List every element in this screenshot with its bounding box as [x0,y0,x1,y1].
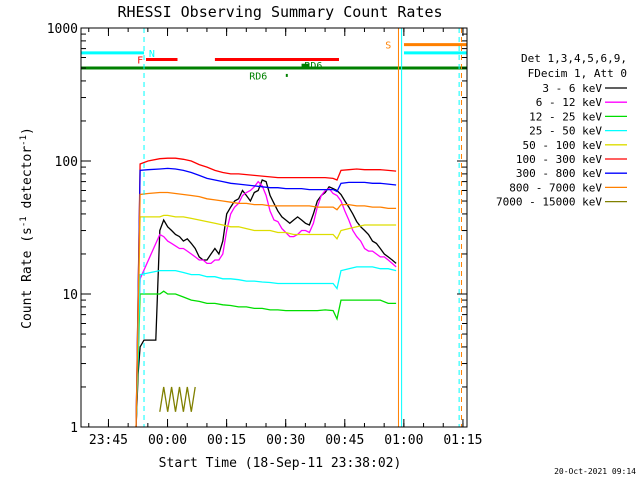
legend-header-line-2: FDecim 1, Att 0 [528,67,627,80]
y-tick-label-1: 10 [62,288,78,303]
vertical-markers-group [143,28,462,427]
state-bars-group: NFRD6RD6S [81,41,467,82]
legend-label-1: 6 - 12 keV [536,96,603,109]
legend-label-3: 25 - 50 keV [529,125,602,138]
y-tick-label-3: 1000 [47,22,78,37]
legend-label-0: 3 - 6 keV [542,82,602,95]
y-axis-label-part-1: Count Rate (s [20,227,35,329]
y-axis-label-sup-2: -1 [19,135,29,146]
chart-title: RHESSI Observing Summary Count Rates [117,3,442,21]
series-line-4 [135,214,397,428]
x-tick-label-2: 00:15 [207,433,246,448]
legend-label-2: 12 - 25 keV [529,110,602,123]
series-line-8 [159,386,196,412]
data-series-group [135,157,397,428]
series-line-3 [135,266,397,428]
state-bar-label-0: N [149,49,155,60]
y-tick-label-0: 1 [70,421,78,436]
y-axis-label-sup-1: -1 [19,216,29,227]
legend-label-6: 300 - 800 keV [516,167,602,180]
series-line-0 [135,179,397,428]
timestamp: 20-Oct-2021 09:14 [554,467,636,476]
state-bar-label-1: F [137,55,143,66]
x-tick-label-5: 01:00 [384,433,423,448]
x-tick-label-1: 00:00 [148,433,187,448]
x-tick-label-6: 01:15 [443,433,482,448]
x-axis-label: Start Time (18-Sep-11 23:38:02) [159,456,402,471]
series-line-5 [135,157,397,428]
y-axis-label: Count Rate (s-1 detector-1) [19,127,35,329]
x-tick-label-3: 00:30 [266,433,305,448]
x-tick-label-0: 23:45 [89,433,128,448]
plot-frame [80,27,468,428]
state-bar-label-2: RD6 [249,71,267,82]
series-line-7 [135,191,397,428]
legend-header-line-1: Det 1,3,4,5,6,9, [521,52,627,65]
y-axis-label-part-2: detector [20,146,35,217]
series-line-1 [135,180,397,428]
state-bar-label-4: S [385,41,391,52]
series-line-2 [135,290,397,428]
legend-label-7: 800 - 7000 keV [509,181,602,194]
x-axis-ticks: 23:45 00:00 00:15 00:30 00:45 01:00 01:15 [88,28,483,448]
x-tick-label-4: 00:45 [325,433,364,448]
y-axis-label-part-3: ) [20,127,35,135]
y-axis-ticks: 1 10 100 1000 [47,22,467,436]
legend-label-4: 50 - 100 keV [523,139,603,152]
series-line-6 [135,167,397,428]
legend-label-5: 100 - 300 keV [516,153,602,166]
y-tick-label-2: 100 [55,155,78,170]
legend-label-8: 7000 - 15000 keV [496,196,602,209]
